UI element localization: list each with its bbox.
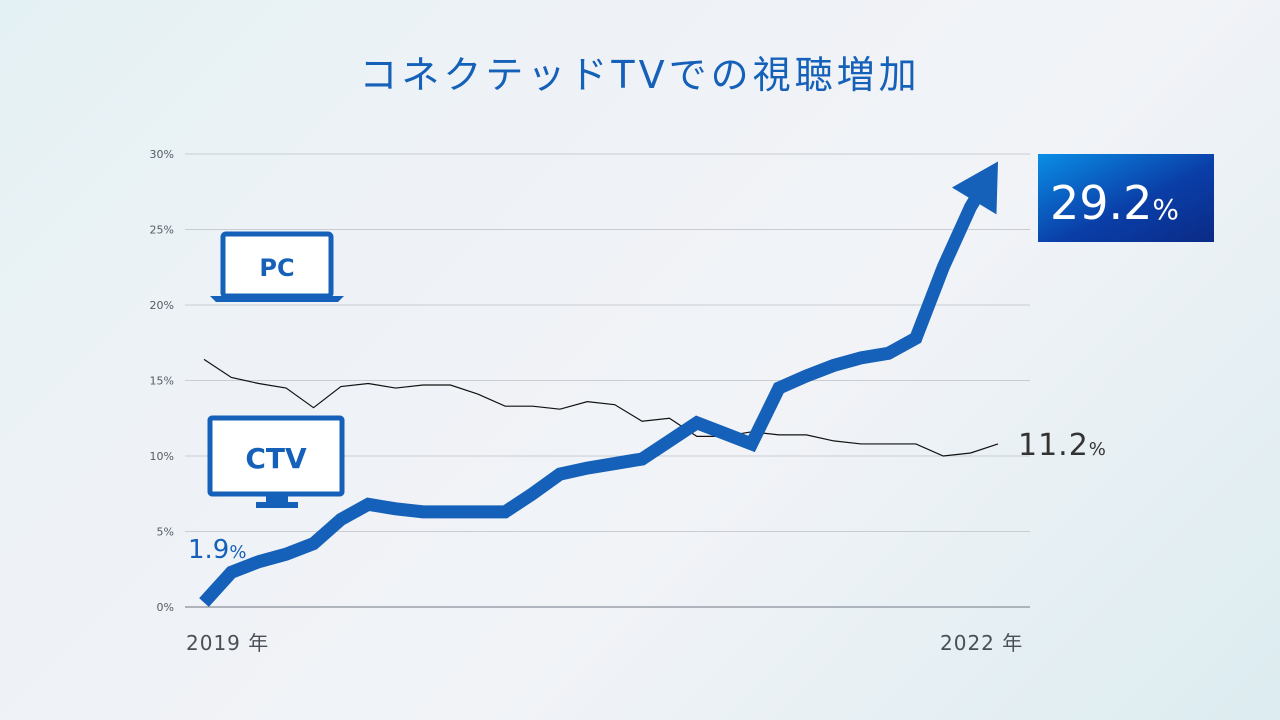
ctv-series-line	[199, 192, 983, 607]
y-tick-label: 0%	[157, 601, 174, 614]
y-tick-label: 15%	[150, 375, 174, 388]
y-tick-label: 25%	[150, 224, 174, 237]
svg-text:29.2%: 29.2%	[1050, 176, 1179, 230]
ctv-label: CTV	[245, 442, 307, 475]
ctv-start-value-label: 1.9%	[188, 535, 246, 565]
y-tick-label: 20%	[150, 299, 174, 312]
pc-label: PC	[259, 254, 294, 282]
pc-series-line	[203, 358, 999, 457]
chart-title: コネクテッドTVでの視聴増加	[359, 53, 921, 97]
y-tick-label: 10%	[150, 450, 174, 463]
arrow-head-icon	[951, 161, 998, 215]
tv-monitor-icon	[207, 415, 345, 508]
x-end-label: 2022 年	[940, 631, 1023, 655]
y-axis: 0% 5% 10% 15% 20% 25% 30%	[150, 148, 174, 614]
pc-end-value-label: 11.2%	[1018, 428, 1107, 463]
y-tick-label: 5%	[157, 526, 174, 539]
ctv-end-value-badge: 29.2%	[1038, 154, 1214, 242]
x-start-label: 2019 年	[186, 631, 269, 655]
y-tick-label: 30%	[150, 148, 174, 161]
laptop-icon	[210, 231, 344, 302]
